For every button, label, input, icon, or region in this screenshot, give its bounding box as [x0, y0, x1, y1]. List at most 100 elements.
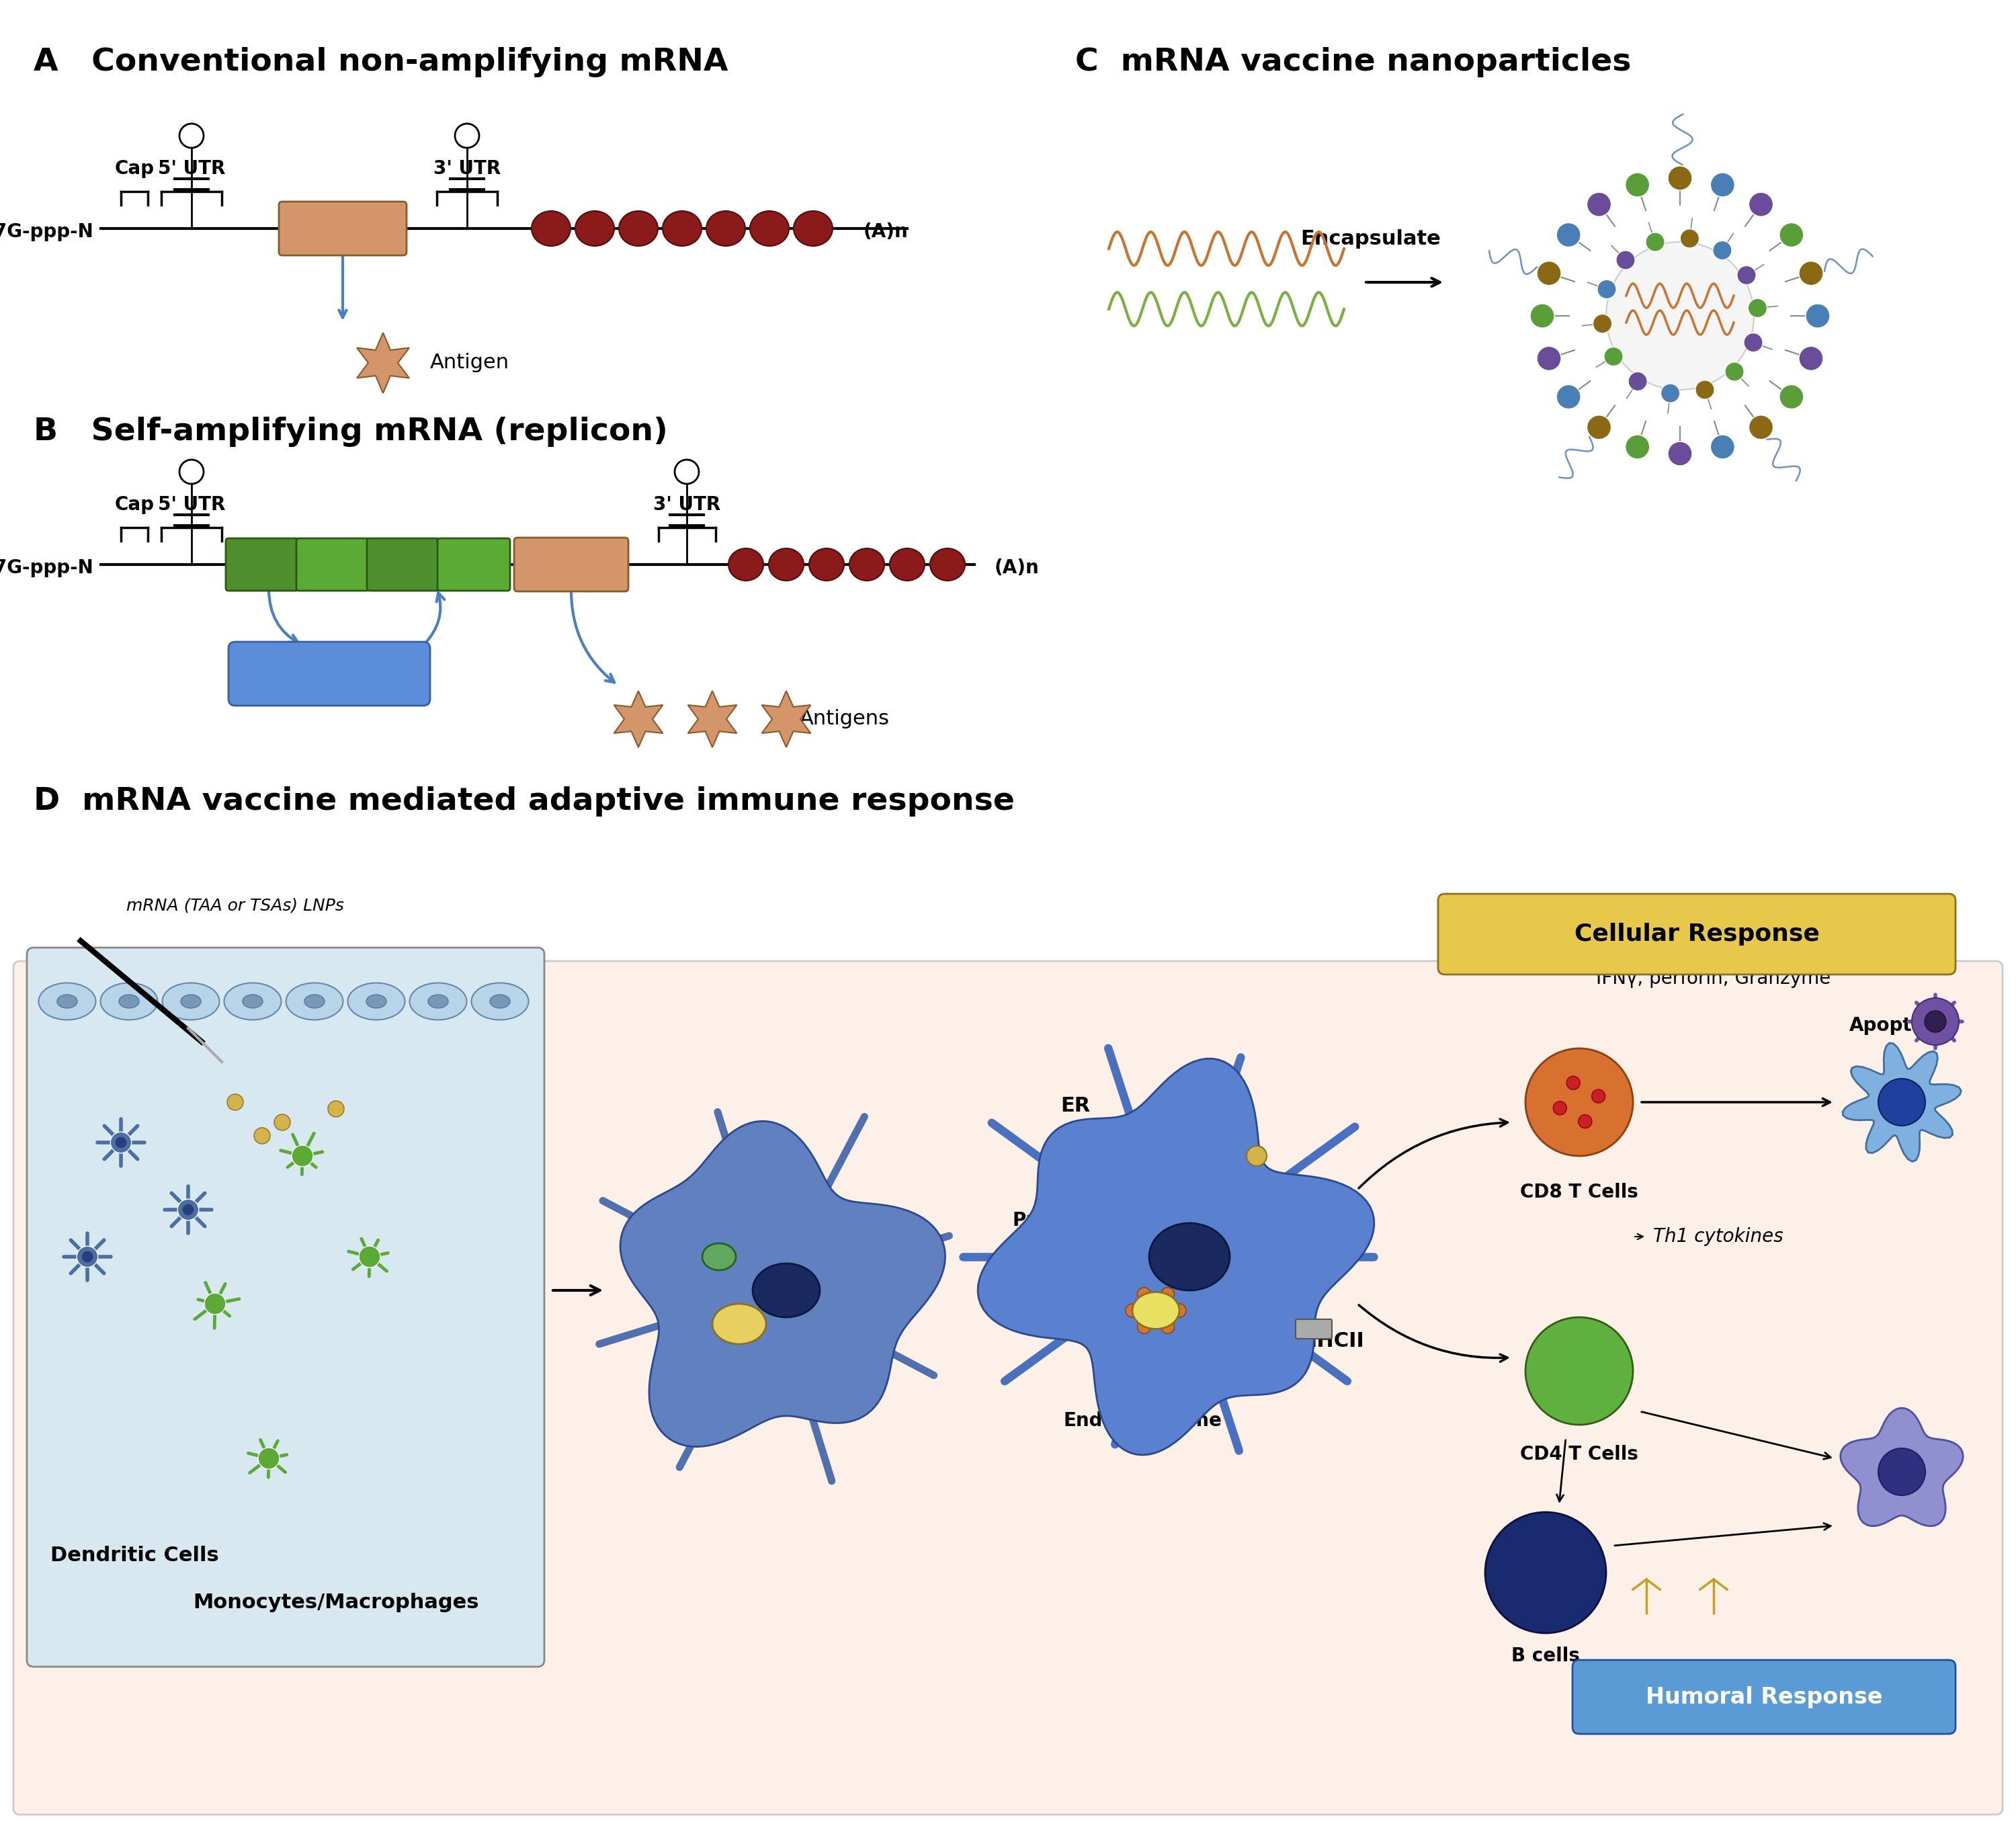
Ellipse shape [490, 994, 510, 1007]
Text: ER: ER [1060, 1097, 1091, 1115]
Ellipse shape [101, 983, 157, 1020]
Text: Cellular Response: Cellular Response [1574, 923, 1818, 945]
Text: Antigens: Antigens [800, 709, 889, 729]
Circle shape [1625, 435, 1649, 459]
Text: Proteasome: Proteasome [1012, 1210, 1139, 1230]
Ellipse shape [752, 1263, 821, 1318]
Circle shape [1744, 333, 1762, 353]
FancyBboxPatch shape [14, 962, 2002, 1815]
Circle shape [204, 1292, 226, 1314]
Ellipse shape [56, 994, 77, 1007]
Circle shape [1536, 261, 1560, 285]
Circle shape [1726, 362, 1744, 380]
Text: Monocytes/Macrophages: Monocytes/Macrophages [194, 1592, 480, 1612]
Circle shape [1173, 1303, 1185, 1318]
Circle shape [177, 1199, 200, 1221]
Text: Humoral Response: Humoral Response [1645, 1685, 1883, 1707]
Text: D  mRNA vaccine mediated adaptive immune response: D mRNA vaccine mediated adaptive immune … [34, 786, 1014, 817]
Ellipse shape [750, 210, 788, 247]
Ellipse shape [532, 210, 571, 247]
Text: CD8 T Cells: CD8 T Cells [1520, 1183, 1639, 1201]
Ellipse shape [728, 548, 764, 581]
Polygon shape [687, 691, 736, 748]
Text: CD4 T Cells: CD4 T Cells [1520, 1444, 1639, 1464]
Ellipse shape [889, 548, 925, 581]
Circle shape [1137, 1320, 1151, 1334]
Circle shape [1597, 280, 1617, 298]
Circle shape [1530, 303, 1554, 327]
Text: Dendritic Cells: Dendritic Cells [50, 1546, 218, 1565]
Ellipse shape [1133, 1292, 1179, 1329]
Ellipse shape [161, 983, 220, 1020]
Circle shape [1780, 223, 1804, 247]
Circle shape [1246, 1146, 1266, 1166]
Text: Antigen: Antigen [429, 353, 510, 373]
Circle shape [258, 1448, 280, 1470]
Text: Antigen: Antigen [302, 219, 383, 238]
Text: C  mRNA vaccine nanoparticles: C mRNA vaccine nanoparticles [1075, 48, 1631, 77]
Text: Encapsulate: Encapsulate [1300, 229, 1441, 249]
FancyBboxPatch shape [437, 537, 510, 590]
Text: mRNA (TAA or TSAs) LNPs: mRNA (TAA or TSAs) LNPs [127, 898, 345, 914]
Polygon shape [762, 691, 810, 748]
Ellipse shape [286, 983, 343, 1020]
Text: (A)n: (A)n [863, 223, 909, 241]
Circle shape [1617, 250, 1635, 269]
Ellipse shape [929, 548, 966, 581]
Text: (A)n: (A)n [994, 559, 1040, 578]
Circle shape [1536, 345, 1560, 371]
Polygon shape [357, 333, 409, 393]
Circle shape [1738, 265, 1756, 285]
Circle shape [1780, 384, 1804, 409]
Circle shape [1579, 1115, 1593, 1128]
Circle shape [1161, 1320, 1173, 1334]
Circle shape [183, 1205, 194, 1216]
Circle shape [83, 1252, 93, 1261]
Text: B   Self-amplifying mRNA (replicon): B Self-amplifying mRNA (replicon) [34, 417, 667, 446]
Text: Replicase: Replicase [274, 664, 385, 684]
Ellipse shape [706, 210, 746, 247]
Text: Apoptosis: Apoptosis [1849, 1016, 1954, 1035]
Ellipse shape [367, 994, 387, 1007]
Circle shape [111, 1132, 131, 1153]
Circle shape [1605, 347, 1623, 366]
Circle shape [1798, 261, 1822, 285]
Text: nsP4: nsP4 [452, 556, 496, 572]
Ellipse shape [472, 983, 528, 1020]
Text: nsP1: nsP1 [240, 556, 284, 572]
Ellipse shape [224, 983, 280, 1020]
Polygon shape [615, 691, 663, 748]
Ellipse shape [768, 548, 804, 581]
FancyBboxPatch shape [228, 642, 429, 706]
Circle shape [329, 1100, 345, 1117]
FancyBboxPatch shape [278, 201, 407, 256]
Circle shape [1645, 232, 1665, 252]
Circle shape [1125, 1303, 1139, 1318]
Circle shape [1806, 303, 1831, 327]
Circle shape [1695, 380, 1714, 399]
Circle shape [1526, 1049, 1633, 1155]
Ellipse shape [409, 983, 466, 1020]
Text: Antigen: Antigen [532, 556, 611, 574]
Text: 5'm7G-ppp-N: 5'm7G-ppp-N [0, 223, 95, 241]
Text: A   Conventional non-amplifying mRNA: A Conventional non-amplifying mRNA [34, 48, 728, 77]
Ellipse shape [663, 210, 702, 247]
Text: IFNγ, perforin, Granzyme: IFNγ, perforin, Granzyme [1597, 969, 1831, 987]
Text: Endo-lysosome: Endo-lysosome [1062, 1411, 1222, 1429]
Circle shape [1526, 1318, 1633, 1424]
Circle shape [292, 1144, 312, 1166]
Circle shape [1552, 1102, 1566, 1115]
Text: Cap: Cap [115, 159, 153, 177]
Text: 3' UTR: 3' UTR [433, 159, 500, 177]
Circle shape [1925, 1011, 1945, 1033]
Circle shape [1911, 998, 1960, 1046]
Circle shape [228, 1095, 244, 1110]
FancyBboxPatch shape [1572, 1660, 1956, 1735]
Circle shape [77, 1247, 99, 1267]
Ellipse shape [702, 1243, 736, 1270]
Polygon shape [1843, 1044, 1962, 1161]
Text: Th1 cytokines: Th1 cytokines [1653, 1227, 1784, 1247]
Text: Cap: Cap [115, 495, 153, 514]
Circle shape [1714, 241, 1732, 260]
Circle shape [1161, 1287, 1173, 1302]
